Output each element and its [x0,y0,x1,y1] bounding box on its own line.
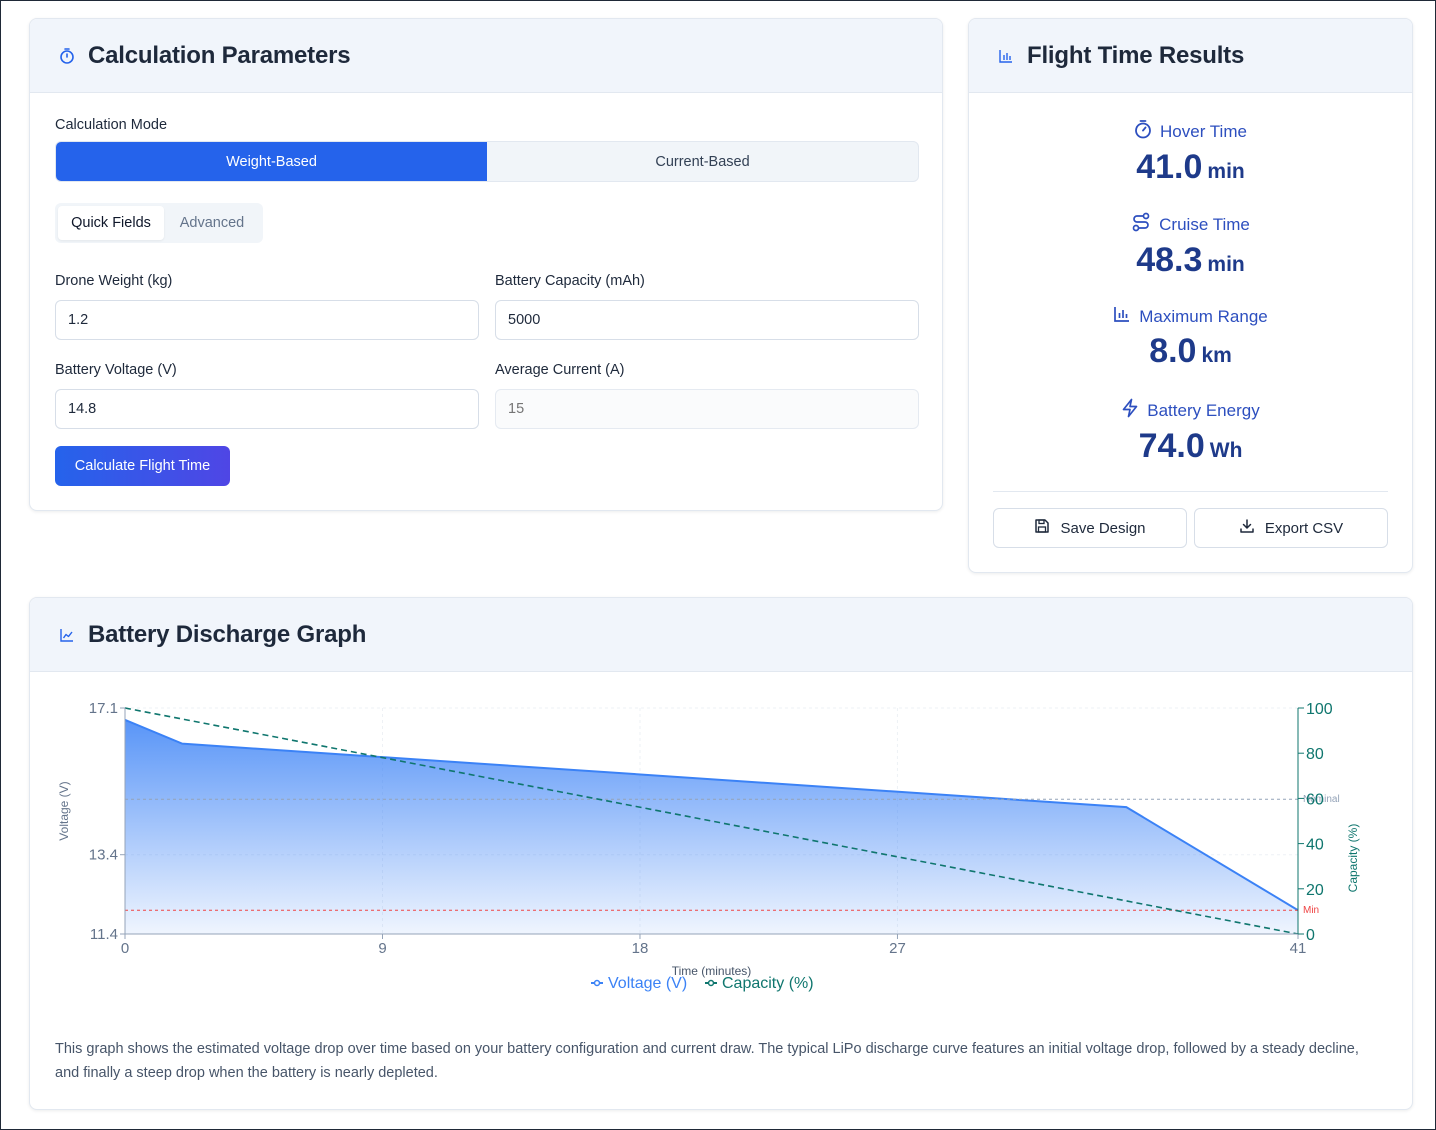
y-tick-label: 11.4 [90,926,118,943]
maximum-range-unit: km [1201,344,1232,367]
y-tick-label: 17.1 [89,700,118,717]
export-csv-label: Export CSV [1264,519,1344,537]
cruise-time-unit: min [1207,253,1245,276]
params-header: Calculation Parameters [30,19,942,93]
maximum-range-value: 8.0 [1149,332,1197,370]
battery-capacity-input[interactable] [495,300,919,340]
timer-icon [1134,119,1152,144]
maximum-range-metric: Maximum Range 8.0 km [969,305,1412,371]
flight-time-results-card: Flight Time Results Hover Time 41.0 min C… [968,18,1413,573]
download-icon [1239,518,1255,538]
save-design-label: Save Design [1060,519,1146,537]
y2-tick-label: 0 [1306,927,1315,944]
legend-voltage-label: Voltage (V) [608,975,687,992]
battery-discharge-graph-card: Battery Discharge Graph Nominal Min 11.4 13… [29,597,1413,1110]
y2-tick-label: 100 [1306,701,1333,718]
hover-time-value: 41.0 [1136,148,1203,186]
save-design-button[interactable]: Save Design [993,508,1187,548]
graph-description: This graph shows the estimated voltage d… [55,1041,1359,1081]
results-header: Flight Time Results [969,19,1412,93]
params-title: Calculation Parameters [88,41,351,69]
average-current-input[interactable] [495,389,919,429]
calculation-mode-label: Calculation Mode [55,117,168,133]
graph-header: Battery Discharge Graph [30,598,1412,672]
bar-chart-icon [997,47,1015,65]
battery-energy-value: 74.0 [1138,427,1205,465]
battery-energy-unit: Wh [1209,439,1243,462]
battery-energy-metric: Battery Energy 74.0 Wh [969,398,1412,466]
average-current-label: Average Current (A) [495,362,625,378]
y2-tick-label: 40 [1306,837,1324,854]
x-tick-label: 18 [632,940,649,957]
graph-title: Battery Discharge Graph [88,620,367,648]
y2-tick-label: 60 [1306,791,1324,808]
maximum-range-label: Maximum Range [1139,306,1268,326]
drone-weight-input[interactable] [55,300,479,340]
calculate-flight-time-button[interactable]: Calculate Flight Time [55,446,230,486]
hover-time-unit: min [1207,160,1245,183]
line-chart-icon [58,626,76,644]
calculation-mode-toggle: Weight-Based Current-Based [55,141,919,182]
capacity-line [124,707,1299,935]
route-icon [1131,212,1151,237]
y2-tick-label: 80 [1306,746,1324,763]
stopwatch-icon [58,47,76,65]
calculation-parameters-card: Calculation Parameters Calculation Mode … [29,18,943,511]
y2-tick-label: 20 [1306,882,1324,899]
x-tick-label: 41 [1290,940,1307,957]
x-tick-label: 27 [889,940,906,957]
save-icon [1034,518,1050,538]
export-csv-button[interactable]: Export CSV [1194,508,1388,548]
mode-weight-based-button[interactable]: Weight-Based [56,142,487,181]
drone-weight-label: Drone Weight (kg) [55,273,173,289]
cruise-time-value: 48.3 [1136,241,1203,279]
x-axis-label: Time (minutes) [672,964,752,978]
mode-current-based-button[interactable]: Current-Based [655,153,750,170]
voltage-line [124,718,1299,912]
y-axis-label: Voltage (V) [57,781,71,840]
cruise-time-label: Cruise Time [1159,214,1250,234]
voltage-area [125,719,1298,934]
y2-axis-label: Capacity (%) [1346,824,1360,893]
tab-advanced[interactable]: Advanced [179,215,245,231]
results-divider [993,491,1388,492]
hover-time-metric: Hover Time 41.0 min [969,119,1412,187]
legend-capacity-dot [707,979,715,987]
battery-energy-label: Battery Energy [1147,400,1260,420]
battery-voltage-label: Battery Voltage (V) [55,362,177,378]
legend-capacity-label: Capacity (%) [722,975,814,992]
legend-voltage-dot [593,979,601,987]
battery-capacity-label: Battery Capacity (mAh) [495,273,645,289]
cruise-time-metric: Cruise Time 48.3 min [969,212,1412,280]
tab-quick-fields[interactable]: Quick Fields [58,206,164,240]
reference-label-min: Min [1303,905,1319,916]
y-tick-label: 13.4 [89,847,118,864]
battery-voltage-input[interactable] [55,389,479,429]
bar-chart-icon [1113,305,1131,328]
hover-time-label: Hover Time [1160,121,1247,141]
reference-label-nominal: Nominal [1303,794,1340,805]
lightning-icon [1121,398,1139,423]
field-tabs: Quick Fields Advanced [55,203,263,243]
x-tick-label: 0 [121,940,129,957]
x-tick-label: 9 [378,940,386,957]
results-title: Flight Time Results [1027,41,1245,69]
